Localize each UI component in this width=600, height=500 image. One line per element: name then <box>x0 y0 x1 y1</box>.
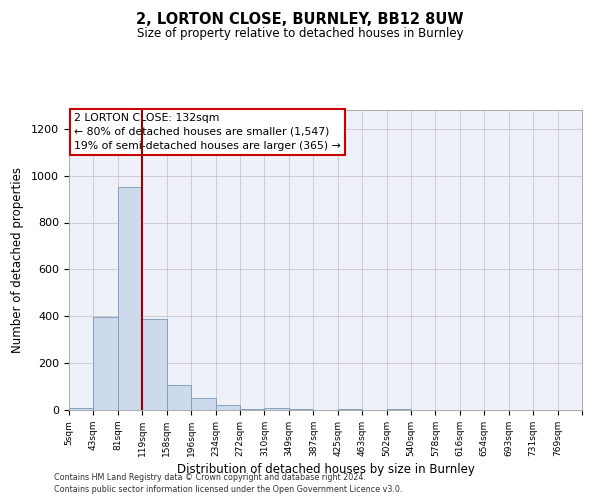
Bar <box>265 408 289 410</box>
Bar <box>289 409 313 410</box>
Bar <box>338 409 362 410</box>
Bar <box>240 409 265 410</box>
Y-axis label: Number of detached properties: Number of detached properties <box>11 167 24 353</box>
Bar <box>386 409 411 410</box>
Text: Size of property relative to detached houses in Burnley: Size of property relative to detached ho… <box>137 28 463 40</box>
Bar <box>215 405 240 410</box>
Bar <box>191 398 215 410</box>
Bar <box>118 188 142 410</box>
Bar <box>142 318 167 410</box>
Text: Contains public sector information licensed under the Open Government Licence v3: Contains public sector information licen… <box>54 485 403 494</box>
Bar <box>167 386 191 410</box>
Bar <box>94 318 118 410</box>
Text: 2 LORTON CLOSE: 132sqm
← 80% of detached houses are smaller (1,547)
19% of semi-: 2 LORTON CLOSE: 132sqm ← 80% of detached… <box>74 113 341 151</box>
Bar <box>69 408 94 410</box>
X-axis label: Distribution of detached houses by size in Burnley: Distribution of detached houses by size … <box>176 463 475 476</box>
Text: 2, LORTON CLOSE, BURNLEY, BB12 8UW: 2, LORTON CLOSE, BURNLEY, BB12 8UW <box>136 12 464 28</box>
Text: Contains HM Land Registry data © Crown copyright and database right 2024.: Contains HM Land Registry data © Crown c… <box>54 472 366 482</box>
